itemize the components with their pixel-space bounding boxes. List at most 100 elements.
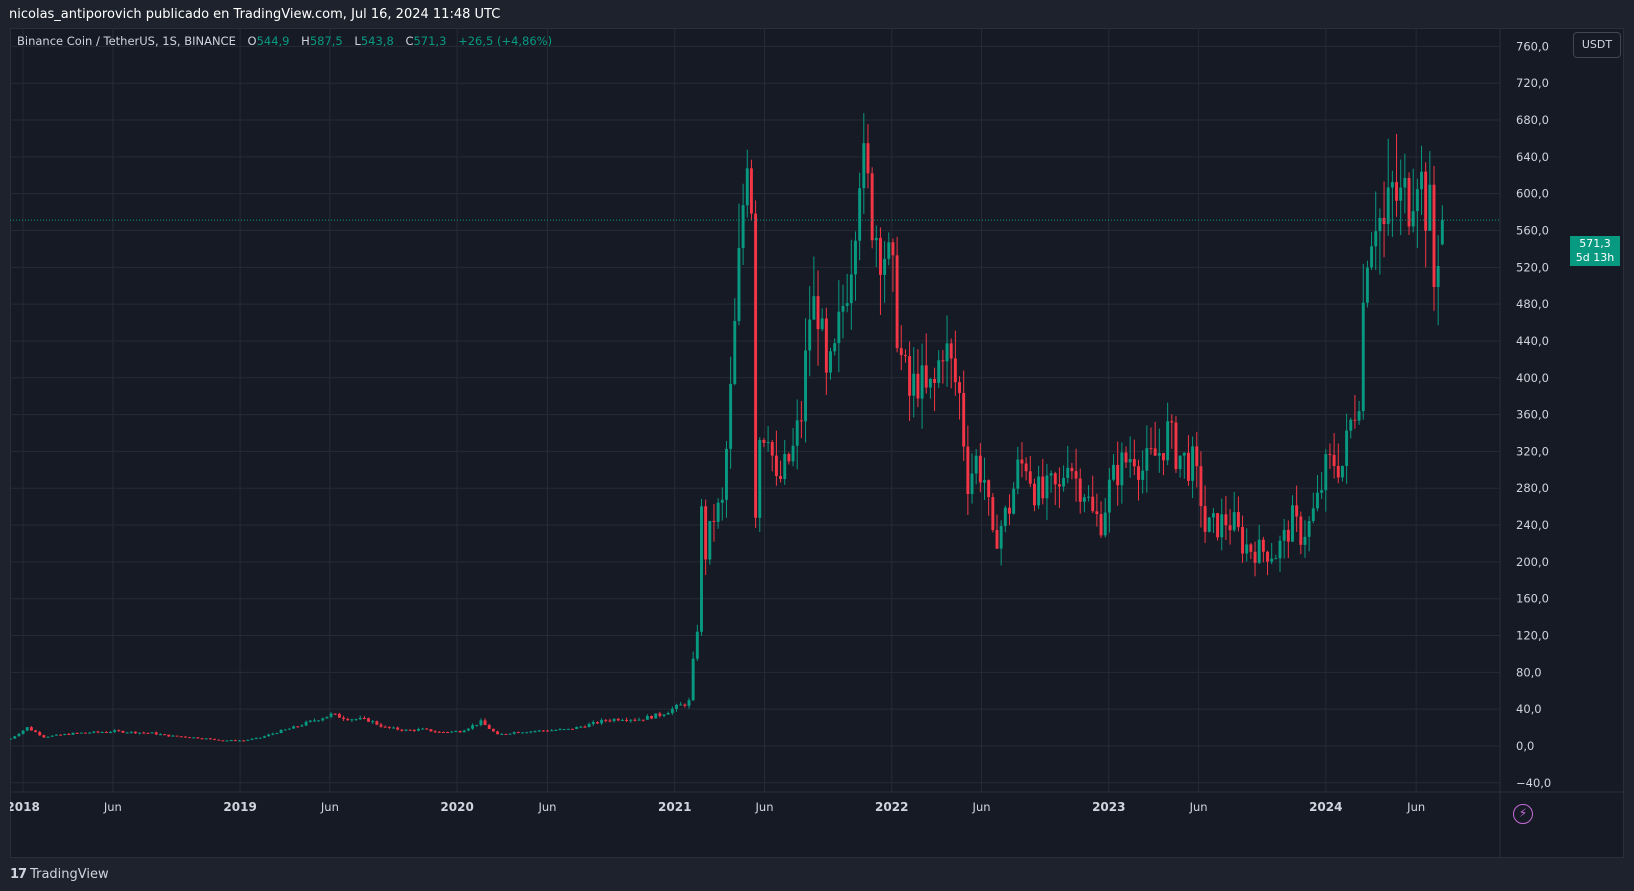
candle-body (1087, 496, 1091, 498)
candle-body (612, 718, 616, 721)
candle-body (392, 727, 395, 729)
candle-body (129, 731, 133, 733)
candle-body (1316, 492, 1319, 509)
y-tick-label: 0,0 (1516, 739, 1534, 753)
candle-body (858, 188, 862, 241)
candle-body (1203, 506, 1207, 532)
y-tick-label: 200,0 (1516, 555, 1549, 569)
candle-body (1328, 454, 1332, 456)
candle-body (146, 732, 150, 734)
candle-body (729, 383, 733, 449)
close-label: C (405, 34, 414, 48)
candle-body (895, 255, 899, 349)
candle-body (829, 351, 832, 373)
candle-body (337, 713, 341, 718)
candle-body (878, 237, 882, 275)
candle-body (150, 732, 154, 734)
chart-frame[interactable] (10, 28, 1624, 858)
candle-body (59, 734, 62, 736)
candle-body (1274, 558, 1278, 560)
candle-body (804, 350, 807, 422)
candle-body (575, 726, 579, 730)
candle-body (17, 733, 21, 737)
candle-body (304, 721, 308, 726)
candle-body (870, 173, 874, 241)
candle-body (687, 700, 691, 706)
candle-body (271, 733, 275, 735)
candle-body (133, 731, 137, 734)
x-tick-label: 2020 (440, 800, 473, 814)
candle-body (899, 348, 903, 356)
candle-body (608, 720, 612, 722)
candle-body (620, 719, 624, 721)
tradingview-brand[interactable]: 17 TradingView (10, 864, 109, 884)
currency-button[interactable]: USDT (1573, 32, 1621, 58)
candle-body (712, 520, 716, 522)
symbol-description[interactable]: Binance Coin / TetherUS, 1S, BINANCE (17, 34, 236, 48)
candle-body (1186, 452, 1190, 481)
candle-body (471, 725, 475, 729)
candle-body (766, 442, 770, 444)
candle-body (953, 358, 957, 383)
candle-body (121, 730, 125, 733)
ohlc-legend: Binance Coin / TetherUS, 1S, BINANCE O54… (17, 34, 552, 48)
candle-body (308, 720, 312, 722)
candle-body (937, 360, 941, 383)
candle-body (329, 713, 333, 717)
x-tick-label: Jun (1406, 800, 1425, 814)
candle-body (1261, 539, 1265, 552)
x-tick-label: 2022 (875, 800, 908, 814)
x-tick-label: Jun (972, 800, 991, 814)
candle-body (246, 739, 250, 741)
lightning-icon[interactable]: ⚡ (1513, 804, 1533, 824)
x-tick-label: Jun (755, 800, 774, 814)
candle-body (983, 480, 986, 483)
candle-body (21, 730, 25, 734)
candle-body (88, 732, 92, 734)
candle-body (912, 373, 916, 396)
candle-body (283, 729, 287, 731)
candle-body (529, 731, 533, 733)
candle-body (1103, 512, 1107, 536)
candle-body (758, 440, 762, 518)
candle-body (633, 719, 637, 721)
candle-body (1403, 177, 1407, 188)
candle-body (1286, 529, 1290, 542)
candle-body (600, 719, 604, 724)
candle-body (833, 343, 837, 352)
candle-body (708, 520, 712, 560)
candle-body (770, 442, 774, 456)
candle-body (1295, 505, 1299, 517)
candle-body (525, 732, 529, 734)
candle-body (945, 343, 949, 362)
candle-body (1370, 246, 1374, 268)
candle-body (400, 729, 404, 731)
candle-body (991, 497, 995, 531)
candle-body (312, 720, 316, 722)
candle-body (741, 205, 745, 249)
candle-body (300, 725, 304, 727)
candle-body (292, 726, 296, 729)
candle-body (354, 719, 358, 721)
candle-body (933, 378, 937, 383)
candle-body (749, 168, 753, 214)
candle-body (1137, 466, 1140, 480)
candle-body (1303, 536, 1307, 545)
candle-body (1170, 421, 1174, 423)
candle-body (641, 719, 645, 721)
candle-body (1057, 484, 1061, 487)
candle-body (383, 726, 387, 728)
candle-body (546, 730, 549, 732)
candle-body (1311, 508, 1315, 522)
candle-body (10, 738, 13, 740)
candle-body (346, 718, 350, 721)
candle-body (1132, 459, 1136, 467)
candle-body (333, 713, 337, 715)
candle-body (458, 731, 462, 733)
candlestick-chart[interactable]: −40,0 0,0 40,0 80,0 120,0 160,0 200,0 240,0 280,… (10, 28, 1624, 858)
candle-body (854, 240, 857, 275)
candle-body (1045, 475, 1049, 499)
y-tick-label: 120,0 (1516, 629, 1549, 643)
candle-body (487, 725, 491, 729)
candle-body (891, 242, 895, 256)
